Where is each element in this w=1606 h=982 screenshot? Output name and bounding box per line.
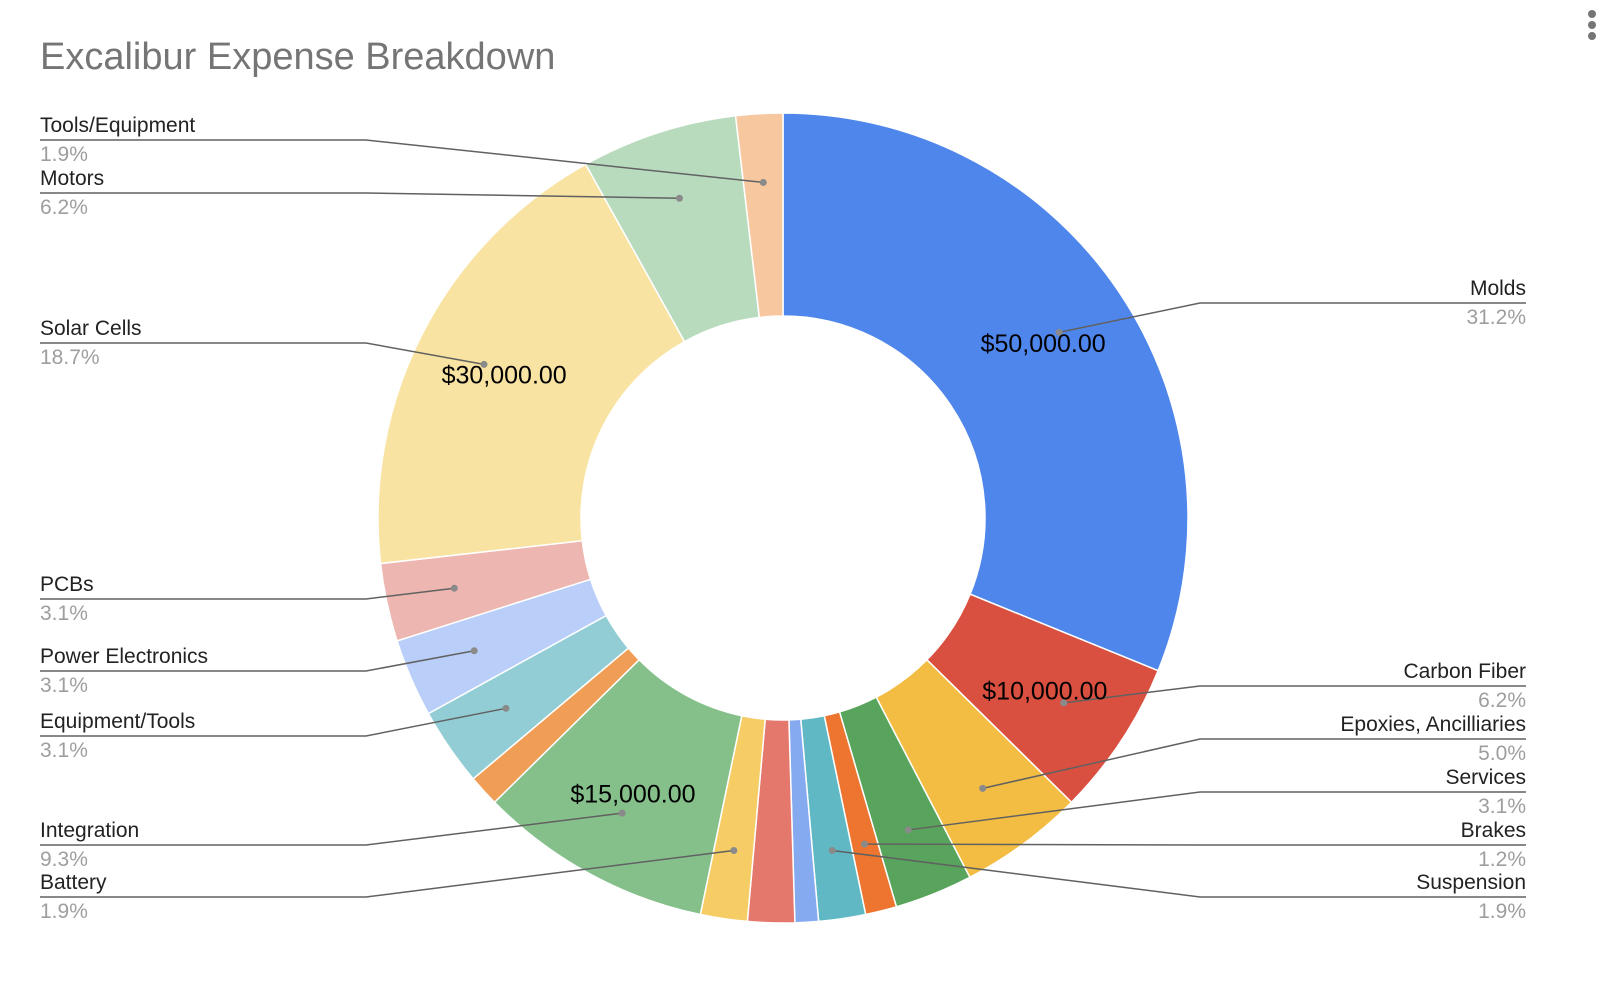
leader-line-services (908, 791, 1526, 831)
leader-dot-suspension (828, 847, 836, 855)
leader-line-equipment-tools (40, 707, 507, 737)
leader-line-power-electronics (40, 650, 475, 672)
leader-dot-battery (730, 847, 738, 855)
slice-molds[interactable] (782, 112, 1189, 672)
slice-percent-carbon-fiber: 6.2% (1478, 689, 1526, 712)
slice-percent-motors: 6.2% (40, 196, 88, 219)
slice-label-tools-equipment: Tools/Equipment (40, 114, 195, 137)
leader-dot-epoxies-ancilliaries (979, 784, 987, 792)
leader-line-solar-cells (40, 342, 485, 366)
slice-percent-power-electronics: 3.1% (40, 674, 88, 697)
value-label-solar-cells: $30,000.00 (442, 362, 567, 390)
value-label-integration: $15,000.00 (570, 780, 695, 808)
slice-percent-tools-equipment: 1.9% (40, 143, 88, 166)
leader-line-tools-equipment (40, 139, 764, 184)
slice-solar-cells[interactable] (377, 163, 686, 565)
slice-label-carbon-fiber: Carbon Fiber (1403, 660, 1526, 683)
slice-percent-integration: 9.3% (40, 848, 88, 871)
slice-label-epoxies-ancilliaries: Epoxies, Ancilliaries (1340, 713, 1526, 736)
leader-line-brakes (864, 843, 1526, 846)
more-vert-icon[interactable] (1586, 10, 1598, 44)
leader-line-epoxies-ancilliaries (982, 738, 1526, 790)
leader-line-integration (40, 812, 623, 846)
value-label-molds: $50,000.00 (981, 330, 1106, 358)
leader-line-carbon-fiber (1063, 685, 1526, 704)
leader-line-battery (40, 849, 734, 898)
slice-label-solar-cells: Solar Cells (40, 317, 142, 340)
slice-label-integration: Integration (40, 819, 139, 842)
leader-dot-solar-cells (480, 360, 488, 368)
leader-dot-services (904, 826, 912, 834)
slice-percent-pcbs: 3.1% (40, 602, 88, 625)
slice-label-motors: Motors (40, 167, 104, 190)
leader-dot-power-electronics (470, 647, 478, 655)
slice-percent-equipment-tools: 3.1% (40, 739, 88, 762)
leader-line-suspension (832, 849, 1526, 898)
leader-dot-motors (675, 194, 683, 202)
slice-percent-molds: 31.2% (1466, 306, 1526, 329)
slice-label-equipment-tools: Equipment/Tools (40, 710, 195, 733)
slice-label-battery: Battery (40, 871, 107, 894)
leader-line-pcbs (40, 587, 455, 600)
leader-dot-equipment-tools (502, 704, 510, 712)
slice-percent-epoxies-ancilliaries: 5.0% (1478, 742, 1526, 765)
slice-label-power-electronics: Power Electronics (40, 645, 208, 668)
slice-label-pcbs: PCBs (40, 573, 94, 596)
slice-label-brakes: Brakes (1461, 819, 1526, 842)
leader-dot-integration (618, 809, 626, 817)
slice-percent-solar-cells: 18.7% (40, 346, 100, 369)
leader-dot-tools-equipment (759, 178, 767, 186)
leader-dot-carbon-fiber (1060, 699, 1068, 707)
slice-percent-battery: 1.9% (40, 900, 88, 923)
leader-dot-brakes (860, 840, 868, 848)
slice-label-suspension: Suspension (1416, 871, 1526, 894)
slice-label-services: Services (1445, 766, 1526, 789)
leader-line-molds (1058, 302, 1526, 334)
slice-percent-services: 3.1% (1478, 795, 1526, 818)
value-label-carbon-fiber: $10,000.00 (982, 677, 1107, 705)
slice-tools-equipment[interactable] (734, 112, 784, 319)
slice-label-molds: Molds (1470, 277, 1526, 300)
leader-line-motors (40, 192, 680, 199)
leader-dot-pcbs (450, 584, 458, 592)
slice-percent-brakes: 1.2% (1478, 848, 1526, 871)
chart-title: Excalibur Expense Breakdown (40, 36, 556, 78)
slice-percent-suspension: 1.9% (1478, 900, 1526, 923)
leader-dot-molds (1055, 328, 1063, 336)
